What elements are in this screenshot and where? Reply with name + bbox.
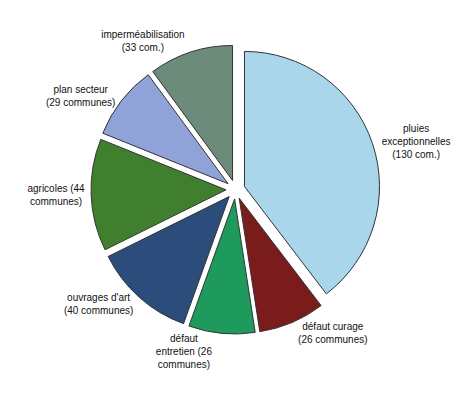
svg-text:ouvrages d'art(40 communes): ouvrages d'art(40 communes) <box>64 292 133 316</box>
svg-text:imperméabilisation(33 com.): imperméabilisation(33 com.) <box>101 29 184 53</box>
svg-text:défaut curage(26 communes): défaut curage(26 communes) <box>298 321 367 345</box>
svg-text:pluiesexceptionnelles(130 com.: pluiesexceptionnelles(130 com.) <box>382 123 451 160</box>
svg-text:plan secteur(29 communes): plan secteur(29 communes) <box>46 84 115 108</box>
svg-text:défautentretien (26communes): défautentretien (26communes) <box>156 333 213 370</box>
svg-text:agricoles (44communes): agricoles (44communes) <box>27 183 85 207</box>
